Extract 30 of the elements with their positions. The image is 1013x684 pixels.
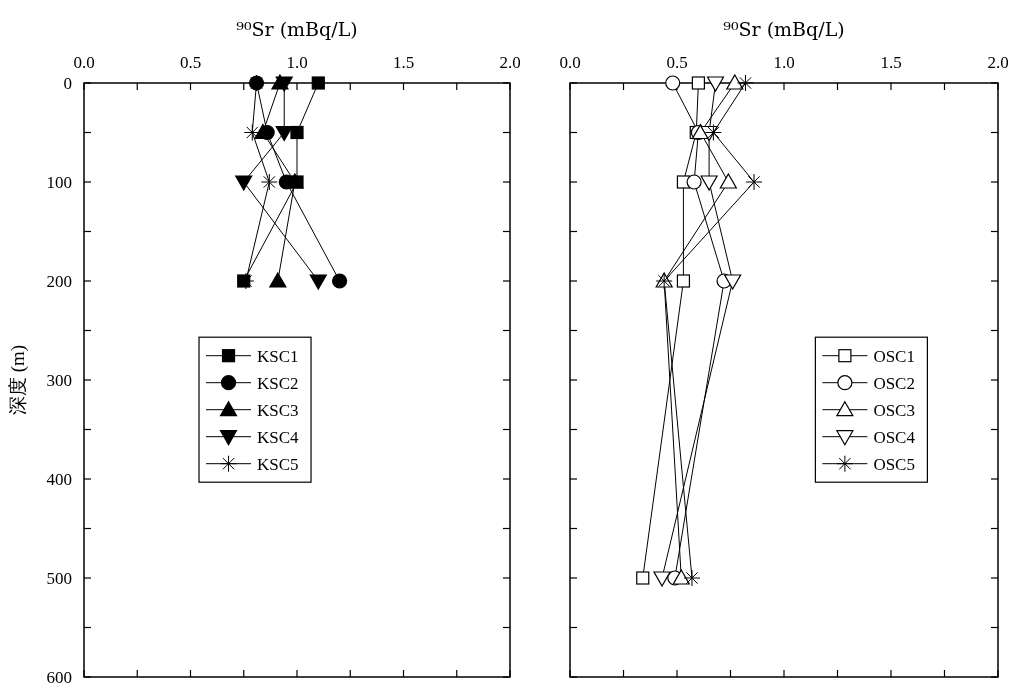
- legend-label: OSC2: [873, 373, 915, 393]
- y-tick-label: 100: [46, 172, 72, 192]
- legend-label: KSC2: [257, 373, 299, 393]
- x-tick-label: 0.5: [666, 53, 688, 72]
- x-tick-label: 0.0: [559, 53, 581, 72]
- x-tick-label: 1.5: [880, 53, 902, 72]
- x-tick-label: 0.0: [73, 53, 95, 72]
- x-axis-title: ⁹⁰Sr (mBq/L): [723, 18, 845, 40]
- y-tick-label: 600: [46, 667, 72, 684]
- x-tick-label: 0.5: [179, 53, 202, 72]
- y-tick-label: 300: [46, 370, 72, 390]
- x-tick-label: 1.0: [286, 53, 308, 72]
- x-tick-label: 1.0: [773, 53, 795, 72]
- y-tick-label: 200: [46, 271, 72, 291]
- legend-label: OSC1: [873, 346, 915, 366]
- x-axis-title: ⁹⁰Sr (mBq/L): [236, 18, 358, 40]
- legend-label: KSC3: [257, 400, 299, 420]
- legend-label: OSC5: [873, 454, 915, 474]
- y-tick-label: 400: [46, 469, 72, 489]
- legend-label: KSC4: [257, 427, 300, 447]
- x-tick-label: 2.0: [987, 53, 1009, 72]
- legend-label: OSC4: [873, 427, 916, 447]
- legend-label: KSC1: [257, 346, 299, 366]
- legend-label: OSC3: [873, 400, 915, 420]
- legend-label: KSC5: [257, 454, 299, 474]
- y-tick-label: 500: [46, 568, 72, 588]
- y-axis-title: 深度 (m): [7, 344, 29, 416]
- x-tick-label: 2.0: [499, 53, 521, 72]
- x-tick-label: 1.5: [392, 53, 415, 72]
- y-tick-label: 0: [63, 73, 72, 93]
